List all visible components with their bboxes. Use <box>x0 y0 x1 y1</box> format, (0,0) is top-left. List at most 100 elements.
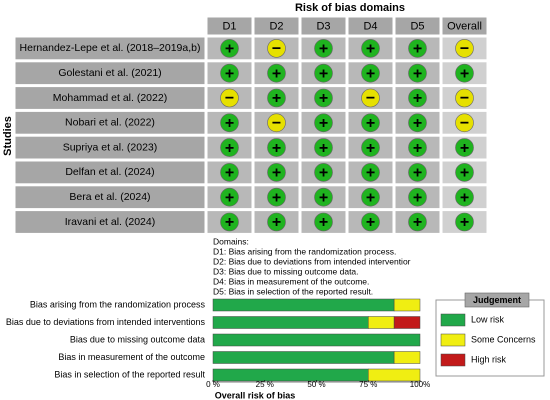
judgement-symbol <box>408 138 427 157</box>
judgement-symbol <box>408 212 427 232</box>
judgement-symbol <box>408 113 427 133</box>
judgement-text: + <box>366 214 375 231</box>
title: Risk of bias domains <box>295 2 405 14</box>
judgement-text: − <box>366 90 375 107</box>
domains-note: D1: Bias arising from the randomization … <box>213 246 396 256</box>
judgement-text: + <box>413 189 422 206</box>
judgement-text: + <box>225 189 234 206</box>
legend-label: Some Concerns <box>471 334 536 344</box>
bar-segment <box>212 316 369 329</box>
category-label: Bias due to deviations from intended int… <box>6 317 206 327</box>
judgement-symbol <box>220 212 239 232</box>
x-tick-label: 100% <box>410 380 430 389</box>
study-label: Delfan et al. (2024) <box>65 166 154 178</box>
judgement-symbol <box>267 63 286 83</box>
judgement-symbol <box>220 113 239 133</box>
judgement-text: + <box>225 214 234 231</box>
judgement-symbol <box>361 163 380 182</box>
study-cell <box>14 210 206 234</box>
column-header-cell <box>441 16 488 36</box>
category-label: Bias arising from the randomization proc… <box>30 299 206 309</box>
study-cell <box>14 110 206 135</box>
bar-segment <box>212 351 395 364</box>
judgement-text: + <box>319 90 328 107</box>
judgement-symbol <box>220 163 239 182</box>
judgement-text: + <box>460 214 469 231</box>
column-header-cell <box>300 16 347 36</box>
judgement-text: + <box>366 115 375 132</box>
legend-label: High risk <box>471 354 507 364</box>
judgement-text: + <box>460 165 469 182</box>
judgement-symbol <box>267 138 286 157</box>
study-label: Bera et al. (2024) <box>69 191 150 203</box>
domains-note: D2: Bias due to deviations from intended… <box>213 256 411 266</box>
x-tick-label: 75 % <box>359 380 377 389</box>
judgement-text: + <box>460 189 469 206</box>
study-cell <box>14 36 206 61</box>
judgement-text: + <box>225 165 234 182</box>
legend-label: Low risk <box>471 314 505 324</box>
judgement-symbol <box>455 88 474 108</box>
judgement-text: + <box>366 165 375 182</box>
judgement-symbol <box>267 39 286 58</box>
domains-note: D5: Bias in selection of the reported re… <box>213 286 373 296</box>
judgement-symbol <box>408 163 427 182</box>
judgement-symbol <box>314 63 333 83</box>
judgement-text: + <box>319 214 328 231</box>
judgement-text: − <box>460 90 469 107</box>
judgement-symbol <box>455 113 474 133</box>
judgement-text: + <box>272 65 281 82</box>
judgement-symbol <box>314 138 333 157</box>
column-header-cell <box>394 16 441 36</box>
judgement-text: + <box>460 140 469 157</box>
judgement-symbol <box>361 187 380 207</box>
judgement-text: + <box>272 90 281 107</box>
legend-swatch <box>440 313 466 327</box>
judgement-symbol <box>267 113 286 133</box>
legend-swatch <box>440 353 466 367</box>
judgement-symbol <box>361 212 380 232</box>
x-tick-label: 50 % <box>307 380 325 389</box>
judgement-text: − <box>272 115 281 132</box>
study-label: Iravani et al. (2024) <box>65 216 155 228</box>
judgement-text: + <box>272 165 281 182</box>
judgement-text: + <box>413 41 422 58</box>
judgement-text: − <box>225 90 234 107</box>
judgement-symbol <box>314 39 333 58</box>
judgement-symbol <box>267 187 286 207</box>
column-header-cell <box>347 16 394 36</box>
study-cell <box>14 185 206 210</box>
judgement-symbol <box>455 39 474 58</box>
judgement-symbol <box>455 212 474 232</box>
judgement-symbol <box>267 163 286 182</box>
judgement-text: + <box>319 115 328 132</box>
judgement-symbol <box>314 88 333 108</box>
judgement-symbol <box>220 39 239 58</box>
category-label: Bias in measurement of the outcome <box>58 352 205 362</box>
judgement-text: + <box>460 65 469 82</box>
bar-segment <box>212 368 369 382</box>
judgement-symbol <box>314 212 333 232</box>
domains-note: Domains: <box>213 236 249 246</box>
study-cell <box>14 61 206 86</box>
judgement-text: + <box>272 140 281 157</box>
judgement-text: + <box>225 140 234 157</box>
judgement-symbol <box>267 212 286 232</box>
legend-header <box>464 292 530 308</box>
study-cell <box>14 135 206 160</box>
judgement-text: − <box>460 41 469 58</box>
study-cell <box>14 160 206 185</box>
judgement-symbol <box>408 39 427 58</box>
judgement-text: + <box>413 65 422 82</box>
judgement-symbol <box>361 138 380 157</box>
judgement-symbol <box>314 113 333 133</box>
judgement-text: + <box>366 140 375 157</box>
judgement-text: + <box>272 189 281 206</box>
bar-segment <box>212 333 421 347</box>
x-axis-label: Overall risk of bias <box>215 390 296 400</box>
domains-note: D4: Bias in measurement of the outcome. <box>213 276 369 286</box>
bar-segment <box>393 316 421 329</box>
judgement-text: + <box>225 65 234 82</box>
judgement-symbol <box>361 63 380 83</box>
